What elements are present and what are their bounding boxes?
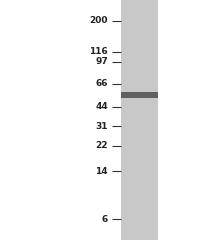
Text: 200: 200 bbox=[89, 16, 108, 25]
Text: 66: 66 bbox=[95, 79, 108, 88]
Text: 6: 6 bbox=[102, 215, 108, 224]
Text: 44: 44 bbox=[95, 102, 108, 111]
Text: 22: 22 bbox=[95, 141, 108, 150]
Bar bbox=[121, 0, 158, 240]
Text: 31: 31 bbox=[95, 122, 108, 131]
Text: 116: 116 bbox=[89, 47, 108, 56]
Bar bbox=[121, 92, 158, 98]
Text: 14: 14 bbox=[95, 167, 108, 176]
Text: 97: 97 bbox=[95, 57, 108, 66]
